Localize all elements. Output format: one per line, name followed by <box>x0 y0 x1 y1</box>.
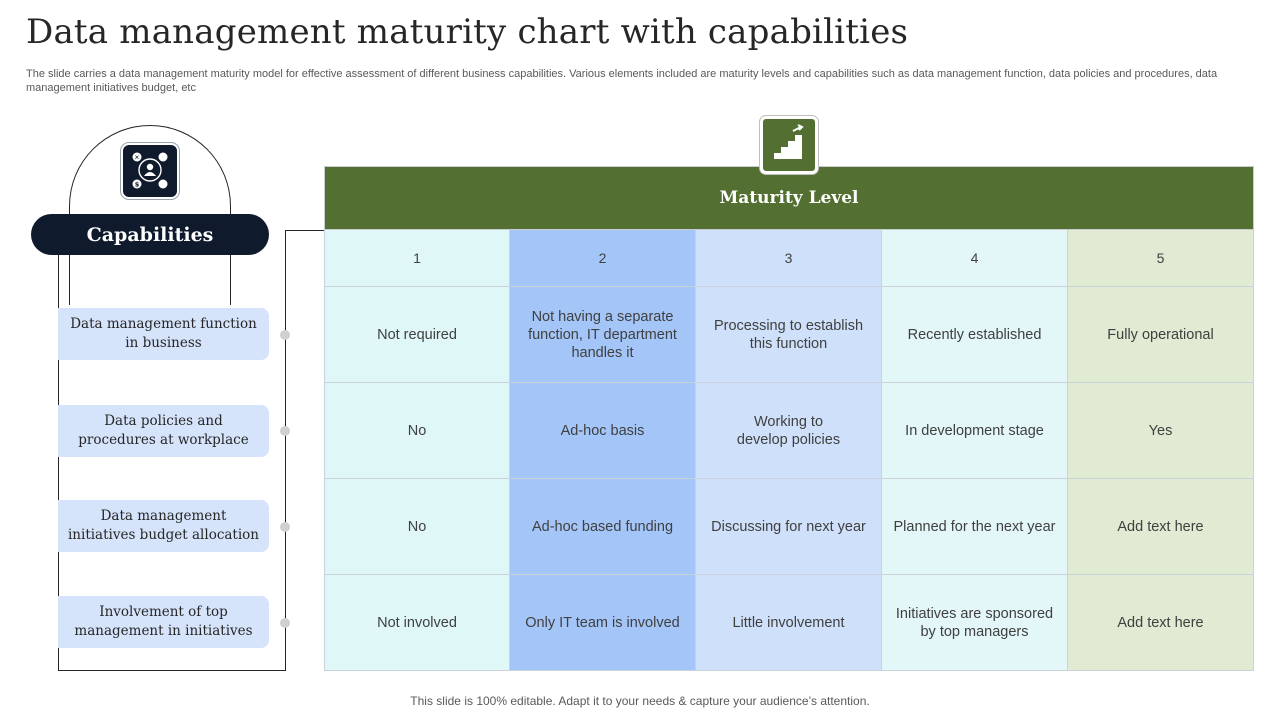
table-cell: Recently established <box>882 287 1068 383</box>
level-header: 1 <box>324 230 510 287</box>
capability-item: Involvement of top management in initiat… <box>58 596 269 648</box>
table-cell: No <box>324 479 510 575</box>
level-header: 2 <box>510 230 696 287</box>
connector-dot <box>280 426 290 436</box>
maturity-level-heading: Maturity Level <box>324 166 1254 230</box>
capabilities-heading: Capabilities <box>31 214 269 255</box>
people-network-icon: $ ✕ <box>121 143 179 199</box>
table-cell: Working to develop policies <box>696 383 882 479</box>
connector-line <box>58 255 59 671</box>
table-cell: Add text here <box>1068 575 1254 671</box>
table-cell: Ad-hoc based funding <box>510 479 696 575</box>
table-cell: Discussing for next year <box>696 479 882 575</box>
connector-line <box>285 230 325 231</box>
maturity-table: 1 2 3 4 5 Not required Not having a sepa… <box>324 230 1254 671</box>
table-cell: Not required <box>324 287 510 383</box>
level-header: 5 <box>1068 230 1254 287</box>
table-cell: In development stage <box>882 383 1068 479</box>
table-cell: Not having a separate function, IT depar… <box>510 287 696 383</box>
connector-line <box>285 230 286 671</box>
footer-note: This slide is 100% editable. Adapt it to… <box>410 694 870 708</box>
table-cell: Not involved <box>324 575 510 671</box>
capability-item: Data management initiatives budget alloc… <box>58 500 269 552</box>
table-cell: Initiatives are sponsored by top manager… <box>882 575 1068 671</box>
stairs-growth-icon <box>760 116 818 174</box>
page-title: Data management maturity chart with capa… <box>26 12 909 52</box>
page-subtitle: The slide carries a data management matu… <box>26 68 1218 94</box>
svg-text:$: $ <box>135 181 140 189</box>
capability-item: Data management function in business <box>58 308 269 360</box>
level-header: 3 <box>696 230 882 287</box>
table-cell: Planned for the next year <box>882 479 1068 575</box>
table-cell: Only IT team is involved <box>510 575 696 671</box>
table-cell: No <box>324 383 510 479</box>
connector-dot <box>280 522 290 532</box>
svg-text:✕: ✕ <box>134 154 139 162</box>
connector-line <box>58 670 286 671</box>
level-header: 4 <box>882 230 1068 287</box>
table-cell: Add text here <box>1068 479 1254 575</box>
table-cell: Yes <box>1068 383 1254 479</box>
connector-dot <box>280 330 290 340</box>
table-cell: Ad-hoc basis <box>510 383 696 479</box>
connector-dot <box>280 618 290 628</box>
table-cell: Little involvement <box>696 575 882 671</box>
table-cell: Processing to establish this function <box>696 287 882 383</box>
capability-item: Data policies and procedures at workplac… <box>58 405 269 457</box>
table-cell: Fully operational <box>1068 287 1254 383</box>
